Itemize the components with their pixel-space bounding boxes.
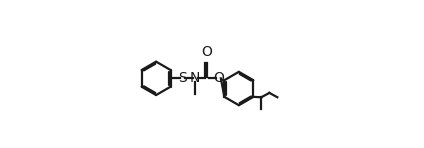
Text: O: O bbox=[213, 71, 224, 85]
Text: O: O bbox=[201, 45, 212, 59]
Text: N: N bbox=[190, 71, 201, 85]
Text: S: S bbox=[178, 71, 187, 85]
